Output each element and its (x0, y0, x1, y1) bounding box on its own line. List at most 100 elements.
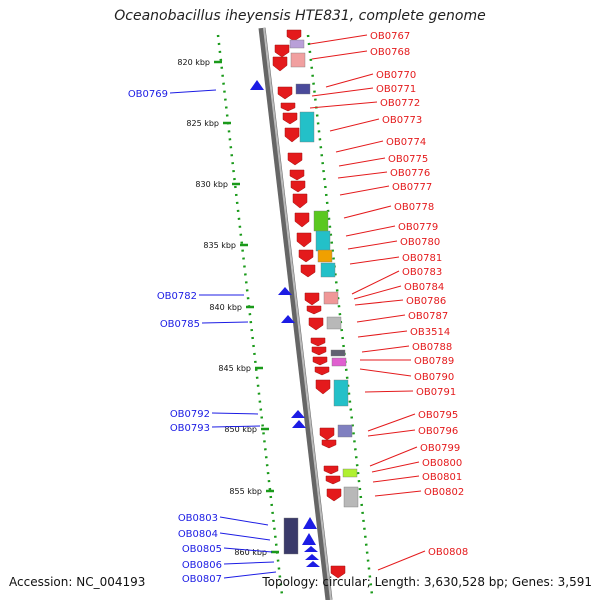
reverse-gene-label[interactable]: OB0782 (157, 291, 197, 302)
forward-gene-label[interactable]: OB0780 (400, 237, 440, 248)
gene-leader-line (223, 547, 273, 553)
forward-gene-arrow (282, 112, 298, 125)
reverse-gene-arrow (304, 546, 318, 552)
gene-leader-line (219, 516, 269, 526)
forward-gene-label[interactable]: OB0771 (376, 84, 416, 95)
forward-gene-label[interactable]: OB0808 (428, 547, 468, 558)
gene-leader-line (345, 225, 396, 237)
map-title: Oceanobacillus iheyensis HTE831, complet… (114, 8, 486, 24)
forward-gene-label[interactable]: OB0773 (382, 115, 422, 126)
forward-gene-label[interactable]: OB0801 (422, 472, 462, 483)
forward-gene-arrow (330, 565, 346, 579)
reverse-gene-label[interactable]: OB0793 (170, 423, 210, 434)
forward-gene-label[interactable]: OB0791 (416, 387, 456, 398)
gene-leader-line (364, 390, 414, 393)
forward-gene-arrow (319, 427, 335, 441)
forward-gene-label[interactable]: OB0796 (418, 426, 458, 437)
forward-gene-label[interactable]: OB0772 (380, 98, 420, 109)
forward-gene-arrow (311, 346, 327, 356)
scale-label: 845 kbp (218, 364, 251, 373)
gene-leader-line (357, 330, 408, 338)
reverse-gene-label[interactable]: OB0805 (182, 544, 222, 555)
forward-gene-arrow (274, 44, 290, 58)
forward-gene-label[interactable]: OB0778 (394, 202, 434, 213)
forward-gene-label[interactable]: OB0799 (420, 443, 460, 454)
forward-gene-arrow (280, 102, 296, 112)
forward-gene-label[interactable]: OB0777 (392, 182, 432, 193)
gene-leader-line (356, 314, 406, 323)
forward-gene-label[interactable]: OB0770 (376, 70, 416, 81)
forward-gene-arrow (310, 337, 326, 347)
gene-feature-box (330, 349, 346, 357)
forward-gene-label[interactable]: OB0789 (414, 356, 454, 367)
scale-rail-left (216, 34, 284, 596)
forward-gene-arrow (306, 305, 322, 315)
forward-gene-arrow (321, 439, 337, 449)
forward-gene-label[interactable]: OB0776 (390, 168, 430, 179)
reverse-gene-label[interactable]: OB0807 (182, 574, 222, 585)
forward-gene-arrow (312, 356, 328, 366)
reverse-gene-label[interactable]: OB0769 (128, 89, 168, 100)
scale-layer: 820 kbp 825 kbp 830 kbp 835 kbp 840 kbp 845 k… (177, 58, 279, 557)
forward-gene-arrow (298, 249, 314, 263)
forward-gene-arrow (323, 465, 339, 475)
gene-leader-line (201, 321, 249, 324)
forward-gene-arrow (284, 127, 300, 143)
forward-gene-label[interactable]: OB0767 (370, 31, 410, 42)
gene-leader-line (337, 171, 388, 179)
forward-gene-label[interactable]: OB0774 (386, 137, 426, 148)
reverse-gene-arrow (302, 533, 316, 545)
forward-gene-arrow (326, 488, 342, 502)
reverse-gene-label[interactable]: OB0792 (170, 409, 210, 420)
gene-leader-line (367, 413, 416, 432)
scale-label: 850 kbp (224, 425, 257, 434)
reverse-gene-label[interactable]: OB0806 (182, 560, 222, 571)
forward-gene-label[interactable]: OB0795 (418, 410, 458, 421)
gene-leader-line (169, 89, 217, 94)
forward-gene-label[interactable]: OB0768 (370, 47, 410, 58)
forward-gene-label[interactable]: OB0775 (388, 154, 428, 165)
genome-backbone (258, 27, 333, 600)
forward-gene-label[interactable]: OB0788 (412, 342, 452, 353)
forward-gene-label[interactable]: OB0783 (402, 267, 442, 278)
gene-leader-line (335, 140, 384, 153)
forward-gene-label[interactable]: OB0800 (422, 458, 462, 469)
forward-gene-label[interactable]: OB0781 (402, 253, 442, 264)
gene-leader-line (351, 270, 400, 295)
forward-gene-arrow (308, 317, 324, 331)
reverse-gene-label[interactable]: OB0803 (178, 513, 218, 524)
reverse-gene-arrow (305, 554, 319, 560)
forward-gene-label[interactable]: OB0802 (424, 487, 464, 498)
reverse-gene-label[interactable]: OB0804 (178, 529, 218, 540)
gene-leader-line (377, 550, 426, 571)
forward-gene-label[interactable]: OB0784 (404, 282, 444, 293)
forward-gene-label[interactable]: OB0779 (398, 222, 438, 233)
gene-feature-box (289, 39, 305, 49)
gene-feature-box (313, 210, 329, 232)
forward-gene-label[interactable]: OB0790 (414, 372, 454, 383)
gene-feature-box (342, 468, 358, 478)
forward-gene-arrow (287, 152, 303, 166)
gene-leader-line (372, 475, 420, 483)
reverse-gene-arrow (250, 80, 264, 90)
gene-leader-line (354, 299, 404, 306)
gene-feature-box (333, 379, 349, 407)
forward-gene-label[interactable]: OB3514 (410, 327, 450, 338)
reverse-gene-arrow (291, 410, 305, 418)
genome-backbone-highlight (263, 27, 332, 600)
gene-leader-line (211, 412, 259, 415)
gene-leader-line (353, 285, 402, 300)
forward-gene-label[interactable]: OB0787 (408, 311, 448, 322)
gene-feature-box (337, 424, 353, 438)
reverse-gene-label[interactable]: OB0785 (160, 319, 200, 330)
scale-rail-right (306, 34, 374, 596)
gene-leader-line (343, 205, 392, 219)
forward-gene-label[interactable]: OB0786 (406, 296, 446, 307)
gene-leader-line (309, 101, 378, 109)
gene-leader-line (311, 87, 374, 97)
reverse-gene-arrow (292, 420, 306, 428)
scale-label: 830 kbp (195, 180, 228, 189)
forward-gene-arrow (286, 29, 302, 42)
gene-leader-line (369, 446, 418, 467)
forward-gene-arrow (290, 180, 306, 193)
